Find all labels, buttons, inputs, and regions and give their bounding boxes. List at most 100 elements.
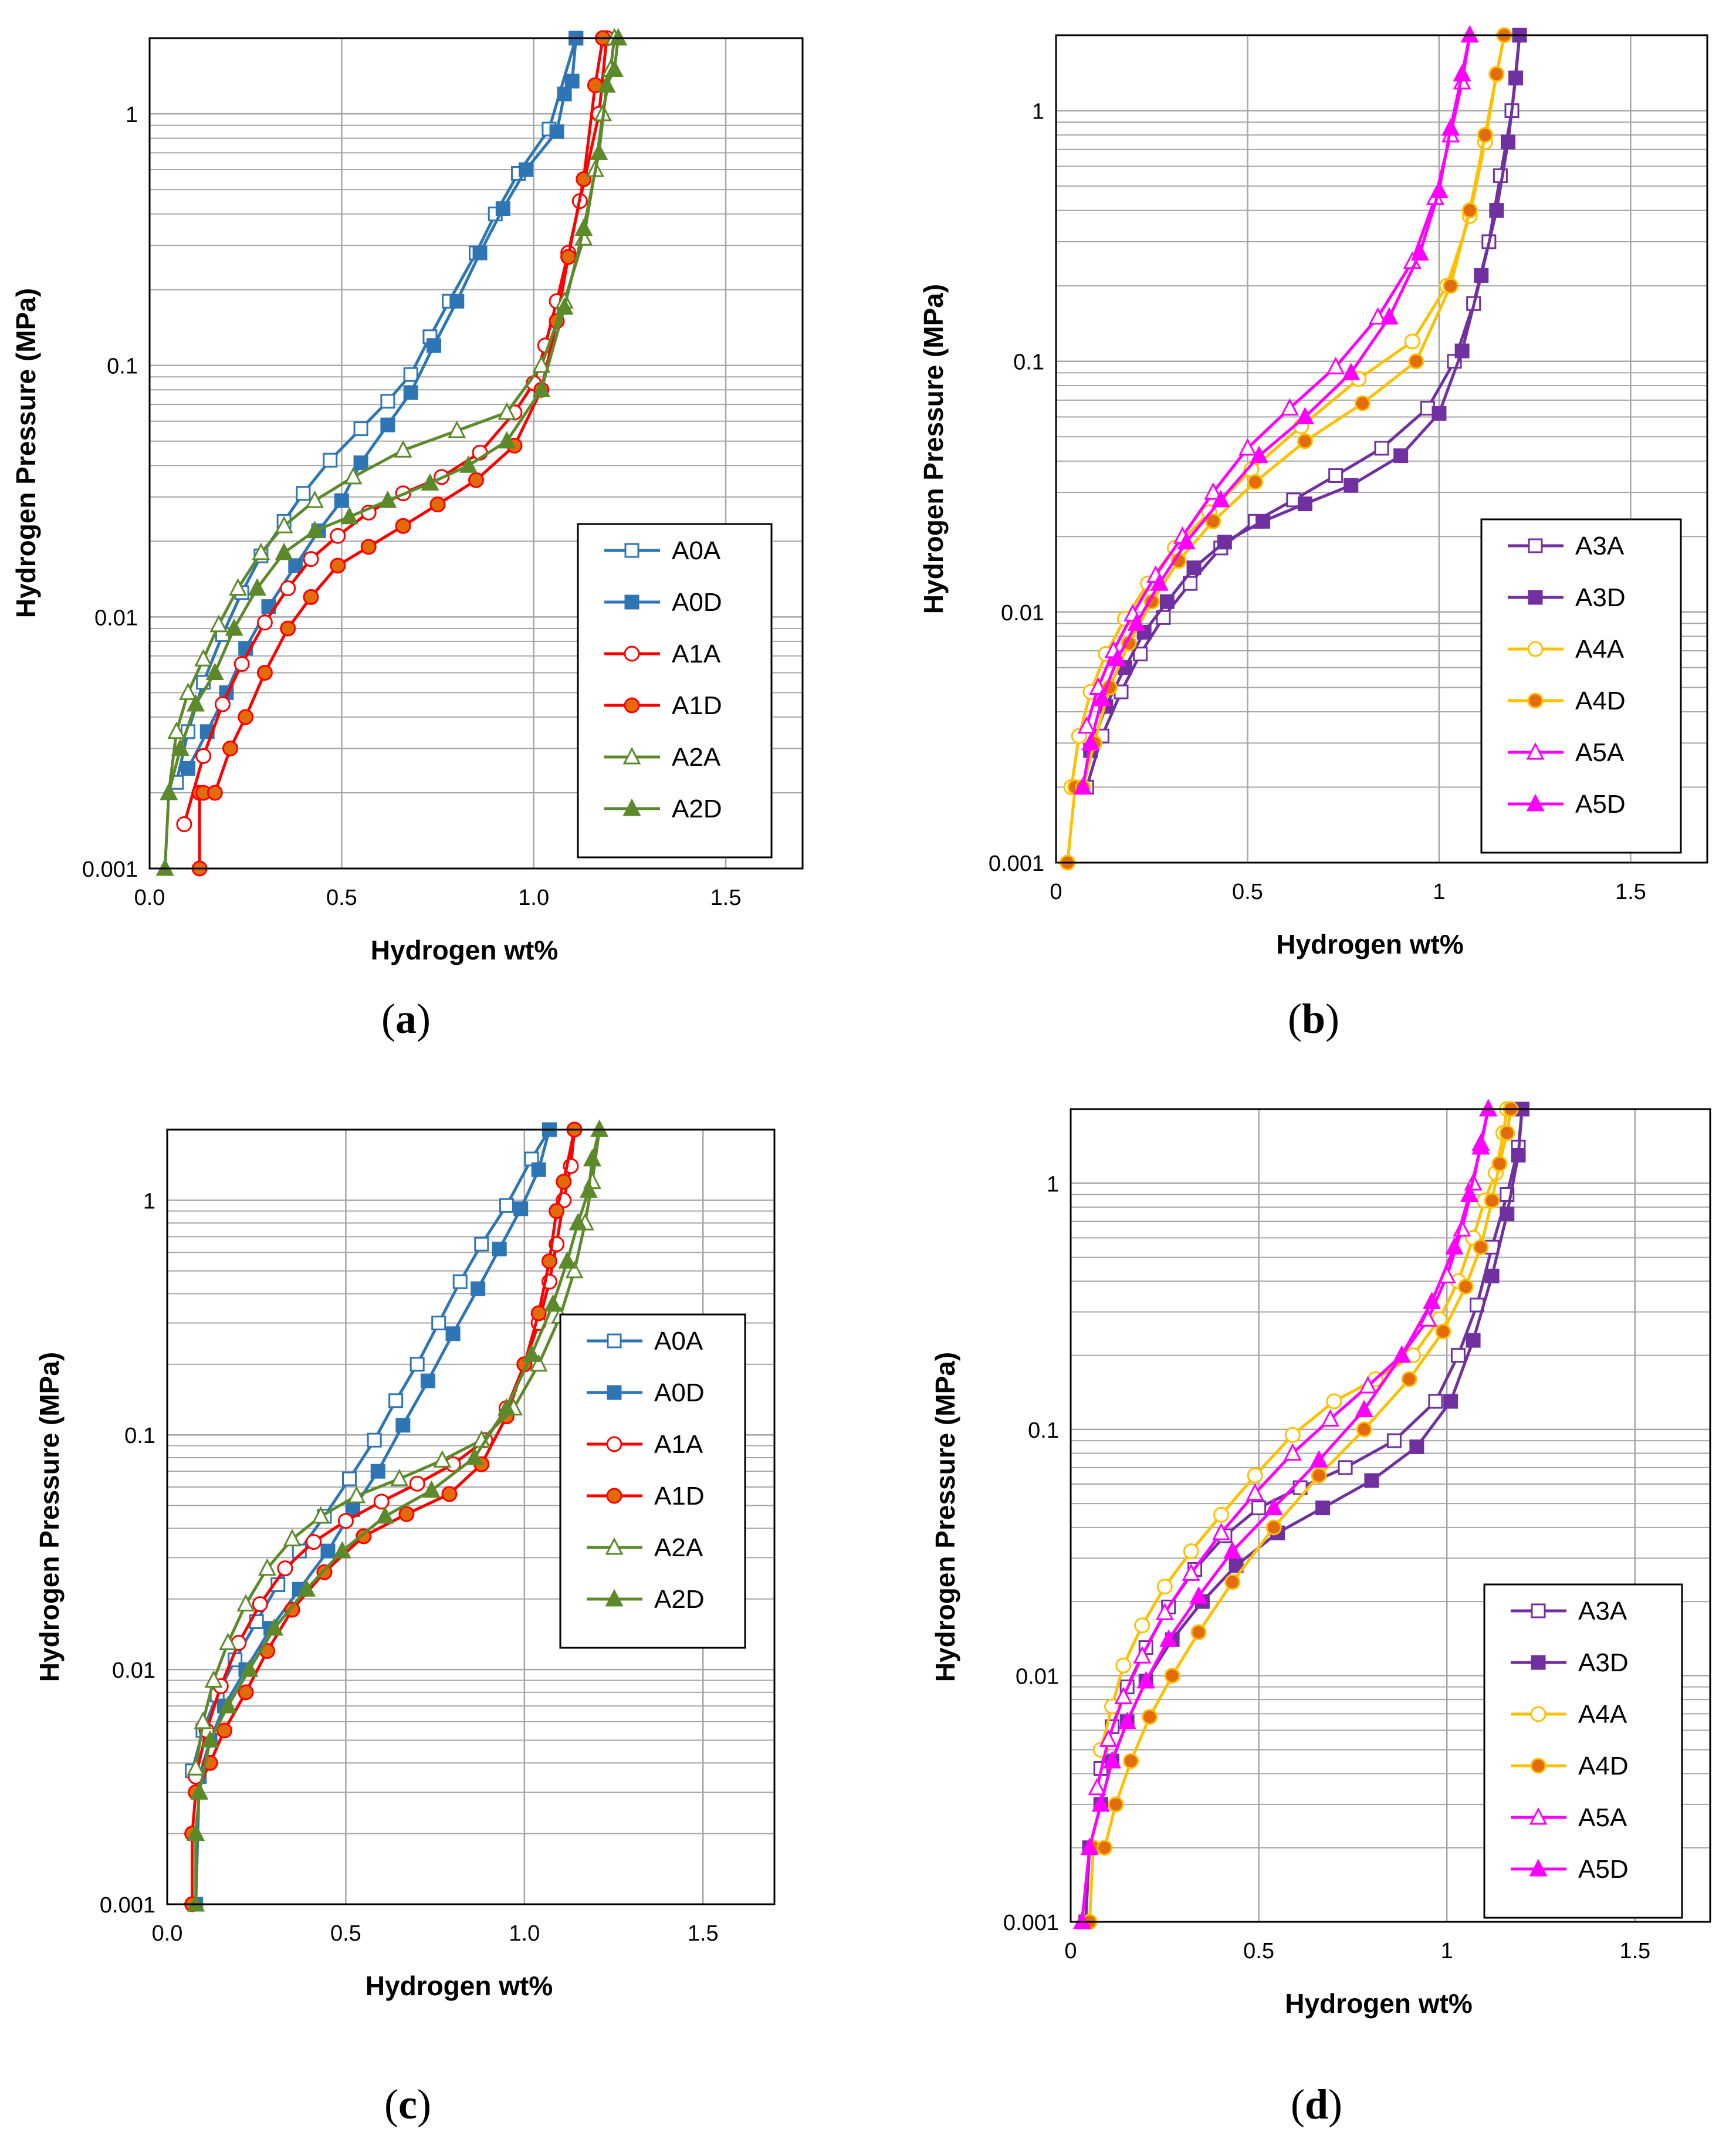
data-point-A3D: [1511, 1147, 1526, 1162]
data-point-A2D: [187, 694, 205, 712]
data-point-A5D: [1355, 1400, 1373, 1418]
y-tick-label: 0.1: [124, 1424, 155, 1448]
x-tick-label: 1: [1433, 880, 1445, 904]
legend-item-A4A: A4A: [1511, 1700, 1627, 1729]
data-point-A5A: [1280, 398, 1299, 416]
data-point-A4D: [1354, 395, 1370, 411]
x-axis-title: Hydrogen wt%: [371, 935, 558, 965]
data-point-A4D: [1491, 1155, 1508, 1172]
gridlines: [1071, 1109, 1710, 1923]
legend-item-A0D: A0D: [587, 1378, 705, 1407]
data-point-A0A: [323, 452, 338, 468]
data-point-A1D: [222, 740, 238, 756]
data-point-A1D: [441, 1486, 458, 1502]
data-point-A0D: [564, 73, 580, 89]
data-point-A4D: [1123, 1753, 1139, 1769]
data-point-A3D: [1454, 343, 1470, 359]
legend-marker-A2D: [622, 798, 641, 816]
data-point-A4D: [1477, 127, 1493, 143]
data-point-A2D: [421, 473, 439, 491]
data-point-A5D: [1150, 573, 1169, 591]
data-point-A2D: [340, 506, 358, 525]
data-point-A3A: [1251, 1501, 1267, 1516]
y-tick-label: 0.001: [1003, 1911, 1059, 1935]
data-point-A1D: [330, 557, 346, 574]
data-point-A5A: [1204, 482, 1223, 500]
data-point-A0A: [431, 1315, 446, 1330]
legend-item-A2D: A2D: [604, 795, 722, 823]
data-point-A3D: [1393, 448, 1409, 464]
data-point-A4D: [1190, 1624, 1207, 1641]
data-point-A2D: [558, 1251, 577, 1269]
y-tick-label: 0.01: [94, 606, 138, 630]
data-point-A2D: [465, 1447, 484, 1465]
legend-item-A5A: A5A: [1511, 1803, 1627, 1832]
data-point-A2A: [194, 648, 213, 667]
data-point-A4D: [1408, 353, 1424, 370]
data-point-A4D: [1205, 513, 1221, 529]
data-point-A4D: [1488, 66, 1505, 82]
data-point-A0A: [410, 1357, 425, 1372]
data-point-A5A: [1099, 1729, 1118, 1747]
x-axis-title: Hydrogen wt%: [1276, 929, 1463, 959]
caption-a: (a): [381, 995, 431, 1042]
data-point-A4D: [1484, 1192, 1500, 1209]
data-point-A0D: [403, 385, 418, 400]
data-point-A5D: [1108, 648, 1126, 667]
data-point-A2D: [544, 1294, 563, 1312]
data-point-A0D: [531, 1162, 546, 1177]
legend-label: A1A: [672, 640, 721, 668]
data-point-A2D: [297, 1579, 316, 1597]
legend-label: A2A: [654, 1533, 703, 1562]
data-point-A0D: [557, 86, 572, 102]
data-point-A0A: [296, 486, 311, 501]
legend-label: A2A: [672, 743, 721, 772]
data-point-A3D: [1500, 134, 1515, 150]
data-point-A0D: [472, 245, 488, 261]
data-point-A0D: [519, 162, 534, 177]
data-point-A4D: [1443, 278, 1459, 294]
chart-panel-c: 0.001 0.01 0.1 1 0.0 0.5 1.0 1.5 Hydrogen wt% Hyd…: [34, 1119, 776, 2001]
data-point-A5A: [1326, 356, 1345, 374]
chart-panel-a: 0.001 0.01 0.1 1 0.0 0.5 1.0 1.5 Hydrogen wt% Hyd…: [11, 28, 804, 965]
data-point-A2A: [498, 402, 516, 420]
legend-marker-A5D: [1526, 793, 1545, 812]
data-point-A1D: [356, 1528, 372, 1545]
legend-box: [577, 523, 773, 859]
legend-label: A3A: [1578, 1597, 1627, 1626]
data-point-A5D: [1423, 1292, 1441, 1309]
data-point-A5A: [1283, 1443, 1302, 1461]
plot-frame: [166, 1128, 776, 1905]
data-point-A4D: [1473, 1239, 1489, 1255]
data-point-A1A: [176, 816, 192, 833]
legend-marker-A1A: [624, 646, 640, 662]
legend-label: A1D: [672, 691, 722, 720]
data-point-A0A: [499, 1198, 514, 1213]
data-point-A3A: [1428, 1394, 1443, 1409]
x-tick-label: 0: [1064, 1939, 1077, 1964]
data-point-A5A: [1212, 1522, 1230, 1540]
chart-panel-d: 0.001 0.01 0.1 1 0 0.5 1 1.5 Hydrogen wt% Hydroge…: [930, 1099, 1711, 2019]
data-point-A3D: [1344, 478, 1359, 493]
data-point-A5D: [1080, 1837, 1099, 1856]
y-axis-title: Hydrogen Pressure (MPa): [34, 1352, 65, 1682]
y-tick-label: 0.001: [82, 857, 138, 882]
data-point-A2D: [522, 1344, 541, 1362]
data-point-A5D: [1189, 1586, 1208, 1604]
data-point-A0D: [492, 1241, 507, 1256]
data-point-A3D: [1500, 1207, 1515, 1222]
legend: A0A A0D A1A A1D A2A A2D: [559, 1313, 746, 1649]
legend-marker-A0A: [624, 543, 639, 558]
data-point-A5D: [1380, 307, 1399, 325]
data-point-A4D: [1457, 1279, 1474, 1295]
data-point-A2D: [597, 75, 616, 93]
data-point-A2A: [344, 467, 363, 485]
y-tick-label: 0.01: [112, 1658, 155, 1683]
data-point-A3A: [1450, 1348, 1466, 1363]
series-A3D: [1083, 28, 1527, 758]
legend-label: A5A: [1578, 1803, 1627, 1832]
legend-label: A1D: [654, 1482, 705, 1510]
data-point-A2A: [229, 578, 248, 596]
data-point-A4D: [1297, 433, 1313, 450]
x-tick-label: 1.5: [1619, 1939, 1650, 1964]
